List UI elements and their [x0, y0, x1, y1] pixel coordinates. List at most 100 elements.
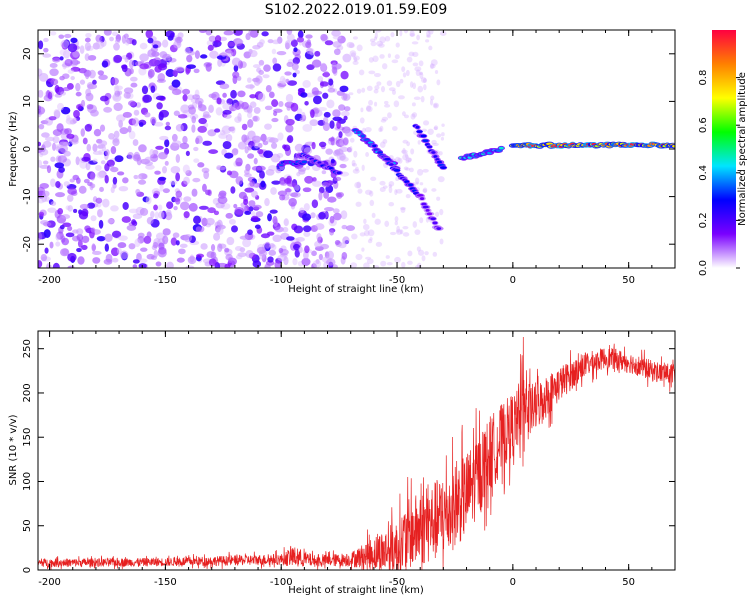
spectrogram-cell	[250, 215, 259, 222]
spectrogram-cell	[221, 125, 232, 134]
spectrogram-cell	[114, 39, 121, 44]
spectrogram-ridge-cell	[431, 151, 436, 154]
spectrogram-cell	[196, 253, 205, 258]
spectrogram-cell	[76, 233, 84, 241]
spectrogram-cell	[394, 156, 401, 164]
spectrogram-cell	[423, 84, 427, 91]
spectrogram-cell	[222, 140, 232, 150]
spectrogram-cell	[170, 166, 181, 174]
spectrogram-cell	[150, 85, 156, 93]
spectrogram-cell	[316, 232, 322, 241]
spectrogram-cell	[353, 150, 358, 158]
spectrogram-cell	[43, 47, 49, 53]
spectrogram-cell	[67, 187, 77, 195]
spectrogram-cell	[257, 148, 264, 155]
spectrogram-cell	[341, 251, 348, 260]
spectrogram-cell	[202, 140, 213, 146]
spectrogram-cell	[162, 165, 168, 174]
spectrogram-cell	[283, 177, 292, 184]
spectrogram-cell	[79, 203, 89, 210]
spectrogram-cell	[245, 84, 255, 89]
spectrogram-cell	[373, 36, 377, 41]
spectrogram-cell	[286, 182, 297, 187]
spectrogram-cell	[57, 102, 64, 111]
spectrogram-cell	[369, 190, 374, 197]
spectrogram-cell	[270, 137, 276, 143]
spectrogram-cell	[149, 148, 155, 158]
spectrogram-x-axis: -200 -150 -100 -50 0 50	[38, 30, 676, 286]
spectrogram-cell	[272, 57, 278, 65]
spectrogram-cell	[115, 85, 123, 91]
spectrogram-cell	[96, 235, 106, 242]
spectrogram-cell	[303, 203, 310, 211]
spectrogram-cell	[268, 91, 275, 99]
spectrogram-cell	[224, 247, 230, 253]
spectrogram-cell	[91, 243, 96, 252]
spectrogram-cell	[234, 245, 243, 252]
spectrogram-cell	[421, 128, 428, 132]
spectrogram-cell	[432, 251, 438, 257]
spectrogram-cell	[311, 199, 319, 209]
spectrogram-cell	[394, 189, 398, 196]
spectrogram-ridge-cell	[383, 157, 391, 161]
spectrogram-cell	[241, 123, 248, 131]
spectrogram-cell	[155, 145, 164, 150]
spectrogram-cell	[235, 176, 244, 185]
spectrogram-cell	[399, 229, 404, 235]
spectrogram-cell	[432, 102, 439, 109]
spectrogram-cell	[113, 102, 123, 112]
spectrogram-cell	[178, 248, 186, 255]
spectrogram-cell	[332, 208, 340, 214]
spectrogram-cell	[321, 181, 331, 188]
spectrogram-cell	[82, 137, 88, 145]
spectrogram-cell	[440, 136, 445, 141]
spectrogram-cell	[422, 120, 430, 126]
spectrogram-cell	[380, 260, 387, 267]
spectrogram-cell	[154, 65, 162, 73]
spectrogram-cell	[172, 232, 180, 238]
spectrogram-cell	[62, 73, 70, 79]
spectrogram-cell	[237, 141, 247, 150]
spectrogram-cell	[208, 149, 219, 154]
spectrogram-cell	[236, 39, 244, 44]
spectrogram-cell	[310, 109, 315, 118]
spectrogram-cell	[374, 101, 378, 107]
spectrogram-cell	[185, 265, 195, 268]
spectrogram-cell	[59, 56, 64, 61]
spectrogram-cell	[429, 63, 434, 70]
spectrogram-cell	[419, 217, 424, 224]
spectrogram-cell	[216, 97, 222, 105]
spectrogram-cell	[366, 105, 372, 112]
spectrogram-cell	[59, 224, 65, 230]
spectrogram-cell	[301, 111, 306, 120]
spectrogram-cell	[283, 144, 291, 152]
spectrogram-cell	[376, 81, 382, 86]
spectrogram-cell	[328, 78, 334, 86]
spectrogram-cell	[90, 215, 97, 222]
spectrogram-cell	[179, 243, 188, 249]
spectrogram-cell	[365, 189, 372, 195]
spectrogram-cell	[81, 208, 89, 217]
spectrogram-cell	[121, 64, 128, 73]
spectrogram-cell	[146, 231, 152, 239]
spectrogram-cell	[284, 188, 292, 193]
spectrogram-cell	[297, 87, 305, 93]
spectrogram-cell	[182, 135, 188, 144]
spectrogram-cell	[341, 224, 348, 230]
spectrogram-cell	[388, 201, 395, 207]
spectrogram-cell	[300, 92, 308, 98]
spectrogram-x-tick-label: -50	[389, 275, 405, 286]
spectrogram-cell	[368, 57, 374, 63]
spectrogram-cell	[55, 145, 61, 152]
snr-y-tick-label: 0	[22, 567, 33, 573]
spectrogram-cell	[83, 178, 90, 184]
spectrogram-cell	[296, 108, 303, 115]
spectrogram-cell	[396, 225, 400, 233]
spectrogram-cell	[126, 224, 137, 231]
spectrogram-cell	[110, 186, 115, 194]
spectrogram-cell	[272, 215, 278, 225]
spectrogram-cell	[80, 128, 86, 137]
spectrogram-cell	[352, 168, 360, 174]
spectrogram-cell	[349, 145, 353, 153]
spectrogram-cell	[263, 64, 271, 72]
